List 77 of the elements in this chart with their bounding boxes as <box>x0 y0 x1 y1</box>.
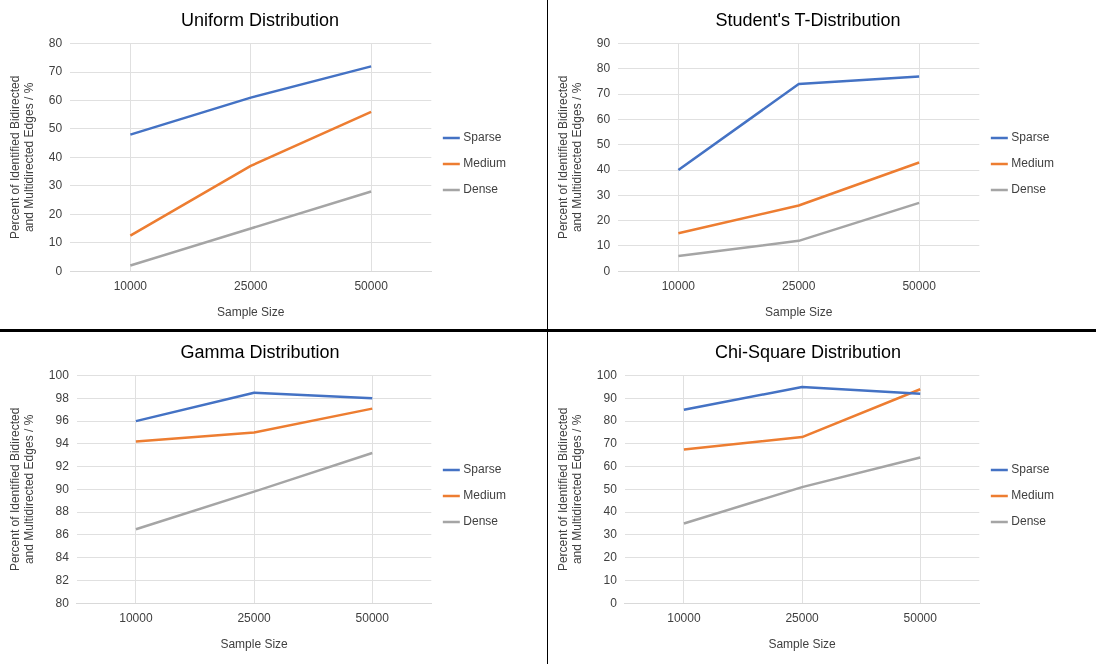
legend-label: Dense <box>1011 182 1047 197</box>
y-tick-label: 94 <box>55 436 70 451</box>
x-axis-title: Sample Size <box>765 305 833 320</box>
y-tick-label: 0 <box>55 263 63 278</box>
x-tick-label: 25000 <box>782 278 816 293</box>
y-tick-label: 100 <box>596 367 618 382</box>
y-tick-label: 88 <box>55 504 70 519</box>
y-tick-label: 70 <box>603 436 618 451</box>
legend-label: Sparse <box>1011 462 1050 477</box>
y-tick-label: 30 <box>603 527 618 542</box>
y-tick-label: 50 <box>603 481 618 496</box>
y-tick-label: 90 <box>55 481 70 496</box>
y-tick-label: 86 <box>55 527 70 542</box>
legend-label: Medium <box>1011 488 1055 503</box>
legend-label: Medium <box>1011 156 1055 171</box>
x-axis-title: Sample Size <box>220 637 289 652</box>
y-axis-title: Percent of Identified Bidirected and Multidirected Edges / % <box>7 407 36 572</box>
y-tick-label: 30 <box>48 178 63 193</box>
y-tick-label: 10 <box>603 572 618 587</box>
y-tick-label: 10 <box>596 238 611 253</box>
y-tick-label: 100 <box>48 367 70 382</box>
y-tick-label: 80 <box>48 35 63 50</box>
x-axis-title: Sample Size <box>768 637 837 652</box>
legend-label: Sparse <box>463 130 502 145</box>
y-axis-title: Percent of Identified Bidirected and Multidirected Edges / % <box>555 75 584 240</box>
y-tick-label: 20 <box>603 549 618 564</box>
x-tick-label: 10000 <box>661 278 696 293</box>
y-tick-label: 90 <box>596 35 611 50</box>
x-axis-title: Sample Size <box>217 305 285 320</box>
y-tick-label: 98 <box>55 390 70 405</box>
y-tick-label: 30 <box>596 187 611 202</box>
y-tick-label: 96 <box>55 413 70 428</box>
legend-label: Dense <box>463 182 499 197</box>
chart-title: Gamma Distribution <box>180 341 340 362</box>
y-tick-label: 20 <box>48 206 63 221</box>
y-tick-label: 60 <box>603 458 618 473</box>
y-tick-label: 70 <box>596 86 611 101</box>
y-tick-label: 50 <box>48 121 63 136</box>
chart-title: Student's T-Distribution <box>715 9 901 30</box>
x-tick-label: 25000 <box>234 278 268 293</box>
legend-label: Sparse <box>1011 130 1050 145</box>
y-tick-label: 40 <box>596 162 611 177</box>
y-tick-label: 10 <box>48 235 63 250</box>
x-tick-label: 50000 <box>903 610 938 625</box>
legend-label: Medium <box>463 156 507 171</box>
y-tick-label: 20 <box>596 212 611 227</box>
x-tick-label: 10000 <box>119 610 153 625</box>
legend-label: Sparse <box>463 462 502 477</box>
y-tick-label: 82 <box>55 572 70 587</box>
y-tick-label: 80 <box>596 61 611 76</box>
y-tick-label: 90 <box>603 390 618 405</box>
y-tick-label: 70 <box>48 64 63 79</box>
y-tick-label: 60 <box>48 92 63 107</box>
x-tick-label: 50000 <box>354 278 389 293</box>
x-tick-label: 50000 <box>902 278 937 293</box>
x-tick-label: 25000 <box>785 610 820 625</box>
legend-label: Dense <box>1011 514 1047 529</box>
y-tick-label: 0 <box>603 263 611 278</box>
y-tick-label: 84 <box>55 549 70 564</box>
y-tick-label: 80 <box>55 595 70 610</box>
x-tick-label: 10000 <box>113 278 148 293</box>
x-tick-label: 10000 <box>667 610 701 625</box>
y-tick-label: 92 <box>55 458 70 473</box>
x-tick-label: 50000 <box>355 610 390 625</box>
chart-title: Chi-Square Distribution <box>714 341 902 362</box>
y-tick-label: 50 <box>596 137 611 152</box>
y-tick-label: 40 <box>603 504 618 519</box>
y-axis-title: Percent of Identified Bidirected and Multidirected Edges / % <box>7 75 36 240</box>
y-tick-label: 80 <box>603 413 618 428</box>
legend-label: Medium <box>463 488 507 503</box>
legend-label: Dense <box>463 514 499 529</box>
y-axis-title: Percent of Identified Bidirected and Multidirected Edges / % <box>555 407 584 572</box>
x-tick-label: 25000 <box>237 610 272 625</box>
chart-title: Uniform Distribution <box>180 9 340 30</box>
y-tick-label: 60 <box>596 111 611 126</box>
y-tick-label: 0 <box>610 595 618 610</box>
y-tick-label: 40 <box>48 149 63 164</box>
